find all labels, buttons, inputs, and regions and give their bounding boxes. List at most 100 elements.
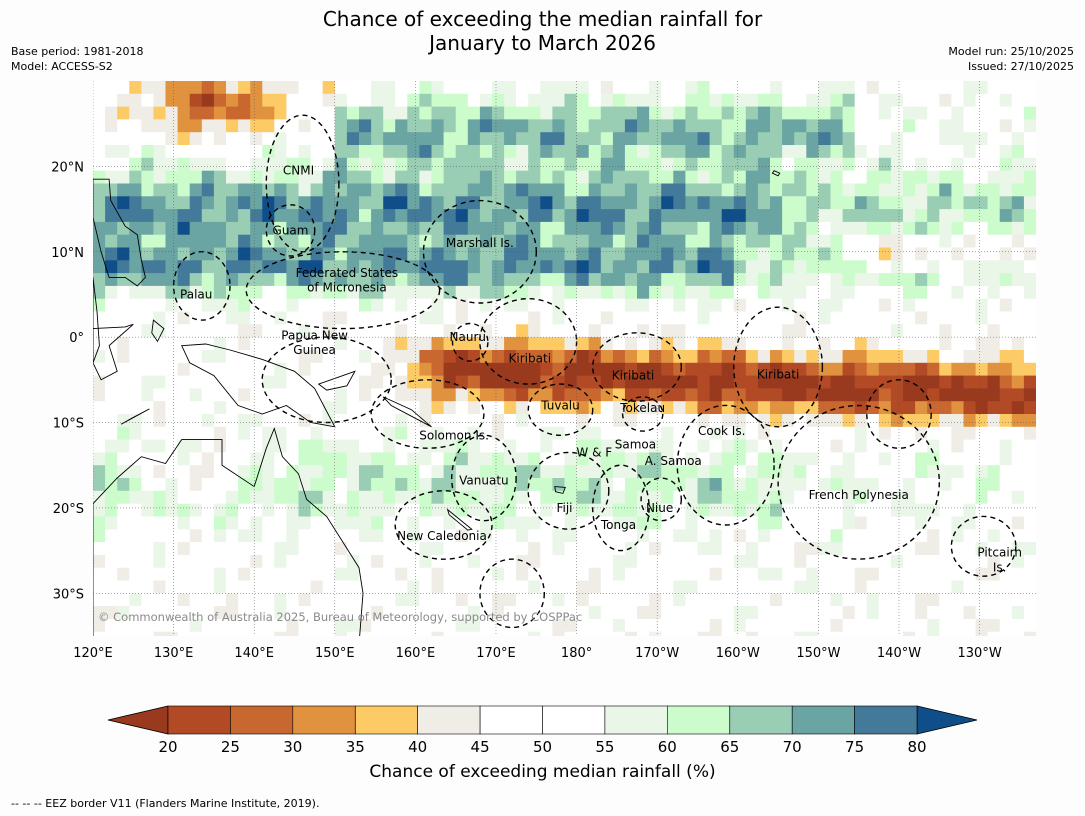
shading-cell xyxy=(637,337,650,351)
shading-cell xyxy=(770,542,783,556)
shading-cell xyxy=(504,478,517,492)
shading-cell xyxy=(951,311,965,325)
shading-cell xyxy=(359,426,372,441)
shading-cell xyxy=(866,516,880,530)
shading-cell xyxy=(939,260,952,274)
shading-cell xyxy=(165,452,179,466)
shading-cell xyxy=(661,260,674,274)
shading-cell xyxy=(552,388,566,402)
shading-cell xyxy=(443,247,457,261)
shading-cell xyxy=(395,503,408,518)
shading-cell xyxy=(201,119,215,133)
shading-cell xyxy=(745,529,759,543)
shading-cell xyxy=(201,350,215,364)
shading-cell xyxy=(782,388,795,402)
shading-cell xyxy=(927,106,940,120)
shading-cell xyxy=(310,273,324,287)
shading-cell xyxy=(431,209,445,223)
shading-cell xyxy=(709,567,723,582)
shading-cell xyxy=(383,145,396,159)
shading-cell xyxy=(757,516,771,530)
shading-cell xyxy=(250,209,263,223)
shading-cell xyxy=(770,260,783,274)
shading-cell xyxy=(431,285,445,300)
shading-cell xyxy=(322,209,336,223)
shading-cell xyxy=(153,285,167,300)
shading-cell xyxy=(262,170,275,185)
shading-cell xyxy=(709,93,723,108)
shading-cell xyxy=(467,170,481,185)
shading-cell xyxy=(963,375,977,389)
shading-cell xyxy=(298,196,312,210)
shading-cell xyxy=(250,273,263,287)
shading-cell xyxy=(770,273,783,287)
shading-cell xyxy=(1011,132,1025,146)
shading-cell xyxy=(951,452,965,466)
shading-cell xyxy=(830,234,844,249)
shading-cell xyxy=(830,580,844,594)
shading-cell xyxy=(540,324,553,338)
shading-cell xyxy=(117,93,130,108)
shading-cell xyxy=(842,93,856,108)
shading-cell xyxy=(854,554,868,569)
shading-cell xyxy=(745,170,759,185)
shading-cell xyxy=(129,529,142,543)
shading-cell xyxy=(770,234,783,249)
shading-cell xyxy=(733,426,747,441)
shading-cell xyxy=(1011,618,1025,633)
shading-cell xyxy=(757,298,771,313)
shading-cell xyxy=(504,145,517,159)
shading-cell xyxy=(1023,298,1036,313)
shading-cell xyxy=(322,145,336,159)
shading-cell xyxy=(238,337,251,351)
shading-cell xyxy=(213,81,227,95)
shading-cell xyxy=(298,362,312,377)
shading-cell xyxy=(927,567,940,582)
shading-cell xyxy=(757,311,771,325)
shading-cell xyxy=(733,401,747,415)
shading-cell xyxy=(250,350,263,364)
shading-cell xyxy=(431,106,445,120)
coast-fiji xyxy=(554,486,566,494)
shading-cell xyxy=(165,554,179,569)
shading-cell xyxy=(443,196,457,210)
shading-cell xyxy=(794,465,807,479)
shading-cell xyxy=(600,580,614,594)
shading-cell xyxy=(153,631,167,636)
shading-cell xyxy=(927,350,940,364)
shading-cell xyxy=(794,490,807,505)
shading-cell xyxy=(213,273,227,287)
shading-cell xyxy=(274,350,287,364)
shading-cell xyxy=(383,567,396,582)
shading-cell xyxy=(757,285,771,300)
shading-cell xyxy=(479,542,493,556)
shading-cell xyxy=(298,465,312,479)
coast-new-britain xyxy=(317,370,356,391)
shading-cell xyxy=(528,157,541,172)
colorbar-under-arrow xyxy=(107,705,169,735)
shading-cell xyxy=(818,388,832,402)
shading-cell xyxy=(540,414,553,428)
shading-cell xyxy=(806,221,819,236)
shading-cell xyxy=(770,414,783,428)
shading-cell xyxy=(745,119,759,133)
place-label: W & F xyxy=(576,445,612,459)
shading-cell xyxy=(129,106,142,120)
shading-cell xyxy=(685,298,699,313)
shading-cell xyxy=(540,554,553,569)
shading-cell xyxy=(963,157,977,172)
shading-cell xyxy=(516,273,529,287)
shading-cell xyxy=(310,298,324,313)
shading-cell xyxy=(395,285,408,300)
shading-cell xyxy=(915,106,928,120)
shading-cell xyxy=(431,298,445,313)
shading-cell xyxy=(431,170,445,185)
shading-cell xyxy=(927,618,940,633)
shading-cell xyxy=(564,298,578,313)
shading-cell xyxy=(709,132,723,146)
shading-cell xyxy=(407,221,420,236)
shading-cell xyxy=(371,209,384,223)
shading-cell xyxy=(600,247,614,261)
shading-cell xyxy=(721,106,735,120)
